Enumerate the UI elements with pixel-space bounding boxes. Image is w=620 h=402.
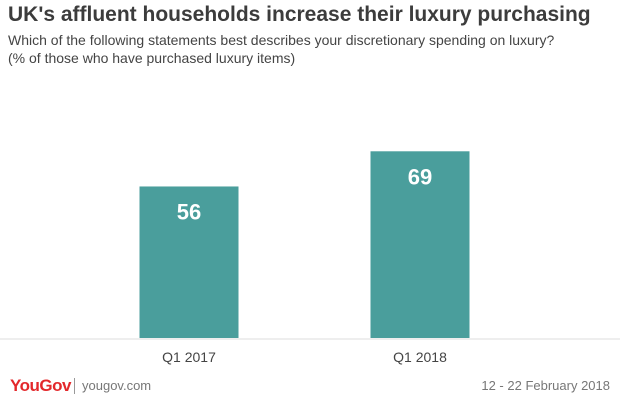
chart-subtitle: Which of the following statements best d… (8, 31, 554, 67)
footer-site: yougov.com (82, 378, 152, 393)
chart-title: UK's affluent households increase their … (8, 3, 591, 26)
yougov-logo: YouGov (10, 376, 71, 395)
subtitle-question: Which of the following statements best d… (8, 32, 555, 48)
bar-chart: 56 Q1 2017 69 Q1 2018 (0, 151, 620, 365)
subtitle-note: (% of those who have purchased luxury it… (8, 50, 296, 66)
x-tick-label: Q1 2018 (393, 349, 447, 365)
footer-separator (74, 378, 75, 394)
data-label: 56 (177, 199, 201, 224)
footer-date: 12 - 22 February 2018 (481, 378, 610, 393)
x-tick-label: Q1 2017 (162, 349, 216, 365)
bar-q1-2017 (139, 186, 239, 338)
footer: YouGov yougov.com 12 - 22 February 2018 (0, 372, 620, 402)
bar-q1-2018 (370, 151, 470, 338)
data-label: 69 (408, 164, 432, 189)
